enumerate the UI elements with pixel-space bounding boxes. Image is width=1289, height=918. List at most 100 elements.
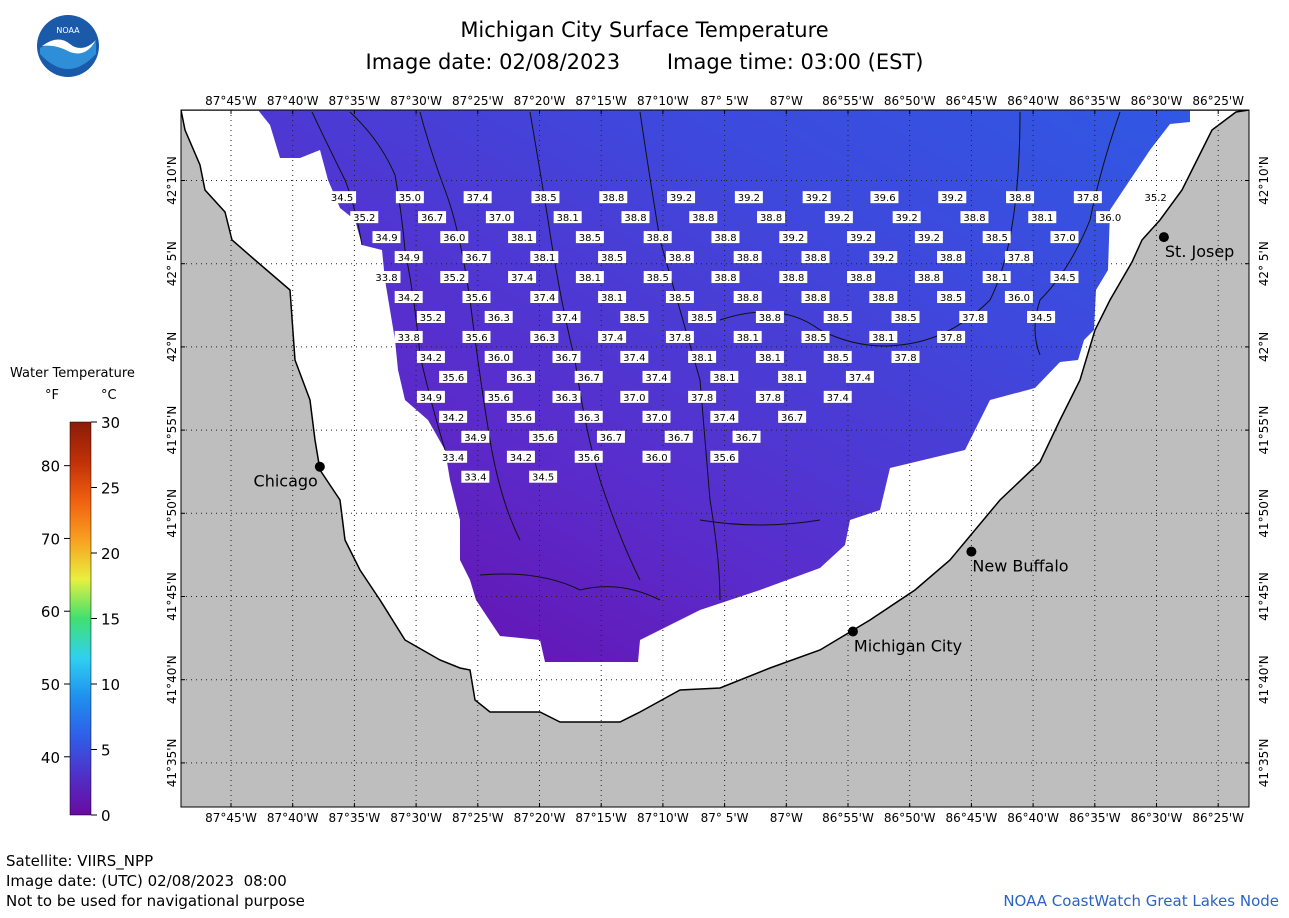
svg-text:37.4: 37.4 bbox=[849, 373, 871, 384]
temperature-label: 35.6 bbox=[462, 291, 491, 304]
svg-text:38.8: 38.8 bbox=[782, 273, 804, 284]
temperature-label: 36.0 bbox=[1096, 211, 1125, 224]
temperature-label: 35.6 bbox=[574, 450, 603, 464]
temperature-label: 37.8 bbox=[1004, 251, 1033, 264]
latitude-label-right: 42°N bbox=[1257, 332, 1271, 362]
temperature-label: 37.8 bbox=[688, 390, 717, 404]
temperature-label: 35.0 bbox=[395, 191, 424, 204]
temperature-label: 34.9 bbox=[372, 231, 401, 244]
svg-text:36.7: 36.7 bbox=[781, 413, 803, 424]
svg-text:35.6: 35.6 bbox=[713, 453, 735, 464]
temperature-label: 38.1 bbox=[710, 370, 739, 384]
longitude-label-bottom: 87°40'W bbox=[267, 811, 319, 825]
temperature-label: 38.5 bbox=[575, 231, 604, 244]
temperature-label: 38.8 bbox=[643, 231, 672, 244]
svg-text:33.4: 33.4 bbox=[464, 473, 486, 484]
city-marker: New Buffalo bbox=[966, 546, 1069, 576]
temperature-label: 37.8 bbox=[665, 330, 694, 344]
svg-text:38.1: 38.1 bbox=[759, 353, 781, 364]
temperature-label: 34.2 bbox=[394, 291, 423, 304]
temperature-label: 37.4 bbox=[463, 191, 492, 204]
latitude-label-left: 42°N bbox=[165, 332, 179, 362]
temperature-label: 38.8 bbox=[599, 191, 628, 204]
temperature-label: 38.5 bbox=[531, 191, 560, 204]
temperature-label: 34.5 bbox=[328, 191, 357, 204]
temperature-label: 37.4 bbox=[845, 370, 874, 384]
temperature-label: 35.6 bbox=[529, 430, 558, 444]
svg-text:39.6: 39.6 bbox=[873, 193, 895, 204]
svg-text:39.2: 39.2 bbox=[782, 233, 804, 244]
temperature-label: 38.8 bbox=[733, 251, 762, 264]
coastwatch-node-label: NOAA CoastWatch Great Lakes Node bbox=[1003, 892, 1279, 910]
longitude-label-bottom: 86°45'W bbox=[946, 811, 998, 825]
svg-text:34.5: 34.5 bbox=[1053, 273, 1075, 284]
latitude-label-right: 41°35'N bbox=[1257, 738, 1271, 787]
temperature-label: 38.8 bbox=[755, 310, 784, 324]
temperature-label: 38.8 bbox=[801, 251, 830, 264]
svg-text:37.4: 37.4 bbox=[623, 353, 645, 364]
temperature-label: 38.5 bbox=[937, 291, 966, 304]
longitude-label-bottom: 86°25'W bbox=[1192, 811, 1244, 825]
temperature-label: 36.7 bbox=[418, 211, 447, 224]
svg-text:38.1: 38.1 bbox=[511, 233, 533, 244]
temperature-label: 34.5 bbox=[1027, 310, 1056, 324]
temperature-label: 35.2 bbox=[1141, 191, 1170, 204]
svg-text:38.8: 38.8 bbox=[602, 193, 624, 204]
svg-text:38.8: 38.8 bbox=[872, 293, 894, 304]
svg-text:38.5: 38.5 bbox=[579, 233, 601, 244]
temperature-label: 38.5 bbox=[688, 310, 717, 324]
svg-text:38.8: 38.8 bbox=[1009, 193, 1031, 204]
temperature-label: 36.7 bbox=[462, 251, 491, 264]
temperature-label: 36.3 bbox=[530, 330, 559, 344]
svg-text:35.6: 35.6 bbox=[532, 433, 554, 444]
temperature-label: 38.1 bbox=[869, 330, 898, 344]
temperature-label: 35.6 bbox=[710, 450, 739, 464]
svg-text:39.2: 39.2 bbox=[918, 233, 940, 244]
longitude-label-top: 87° 5'W bbox=[701, 94, 749, 108]
svg-text:39.2: 39.2 bbox=[670, 193, 692, 204]
legend-tick-c: 0 bbox=[101, 807, 111, 825]
temperature-label: 38.5 bbox=[982, 231, 1011, 244]
temperature-label: 39.2 bbox=[914, 231, 943, 244]
temperature-label: 38.5 bbox=[891, 310, 920, 324]
svg-text:34.9: 34.9 bbox=[464, 433, 486, 444]
temperature-label: 36.3 bbox=[506, 370, 535, 384]
svg-text:38.1: 38.1 bbox=[557, 213, 579, 224]
temperature-label: 38.8 bbox=[937, 251, 966, 264]
longitude-label-bottom: 87°45'W bbox=[205, 811, 257, 825]
temperature-label: 38.8 bbox=[757, 211, 786, 224]
svg-text:37.0: 37.0 bbox=[1053, 233, 1075, 244]
svg-text:34.2: 34.2 bbox=[442, 413, 464, 424]
city-marker: Chicago bbox=[254, 461, 325, 491]
legend-tick-c: 20 bbox=[101, 545, 120, 563]
svg-text:34.5: 34.5 bbox=[331, 193, 353, 204]
svg-text:36.7: 36.7 bbox=[735, 433, 757, 444]
temperature-label: 37.0 bbox=[620, 390, 649, 404]
temperature-label: 37.0 bbox=[642, 410, 671, 424]
latitude-label-left: 41°45'N bbox=[165, 572, 179, 621]
utc-date-label: Image date: (UTC) 02/08/2023 08:00 bbox=[6, 872, 287, 890]
longitude-label-top: 86°45'W bbox=[946, 94, 998, 108]
temperature-label: 38.8 bbox=[733, 291, 762, 304]
longitude-label-top: 86°30'W bbox=[1131, 94, 1183, 108]
svg-text:38.8: 38.8 bbox=[963, 213, 985, 224]
temperature-label: 36.7 bbox=[732, 430, 761, 444]
longitude-label-top: 87°10'W bbox=[637, 94, 689, 108]
temperature-label: 34.9 bbox=[416, 390, 445, 404]
svg-text:39.2: 39.2 bbox=[828, 213, 850, 224]
longitude-label-top: 87°30'W bbox=[390, 94, 442, 108]
temperature-label: 38.8 bbox=[689, 211, 718, 224]
temperature-label: 38.5 bbox=[620, 310, 649, 324]
temperature-label: 35.6 bbox=[506, 410, 535, 424]
temperature-label: 34.5 bbox=[529, 470, 558, 484]
city-marker: St. Josep bbox=[1158, 232, 1234, 261]
svg-text:34.9: 34.9 bbox=[398, 253, 420, 264]
svg-text:37.4: 37.4 bbox=[467, 193, 489, 204]
svg-text:36.7: 36.7 bbox=[465, 253, 487, 264]
svg-text:38.8: 38.8 bbox=[850, 273, 872, 284]
svg-text:38.1: 38.1 bbox=[691, 353, 713, 364]
legend-tick-c: 25 bbox=[101, 480, 120, 498]
latitude-label-right: 41°40'N bbox=[1257, 655, 1271, 704]
temperature-label: 38.5 bbox=[823, 350, 852, 364]
svg-text:36.0: 36.0 bbox=[1008, 293, 1030, 304]
